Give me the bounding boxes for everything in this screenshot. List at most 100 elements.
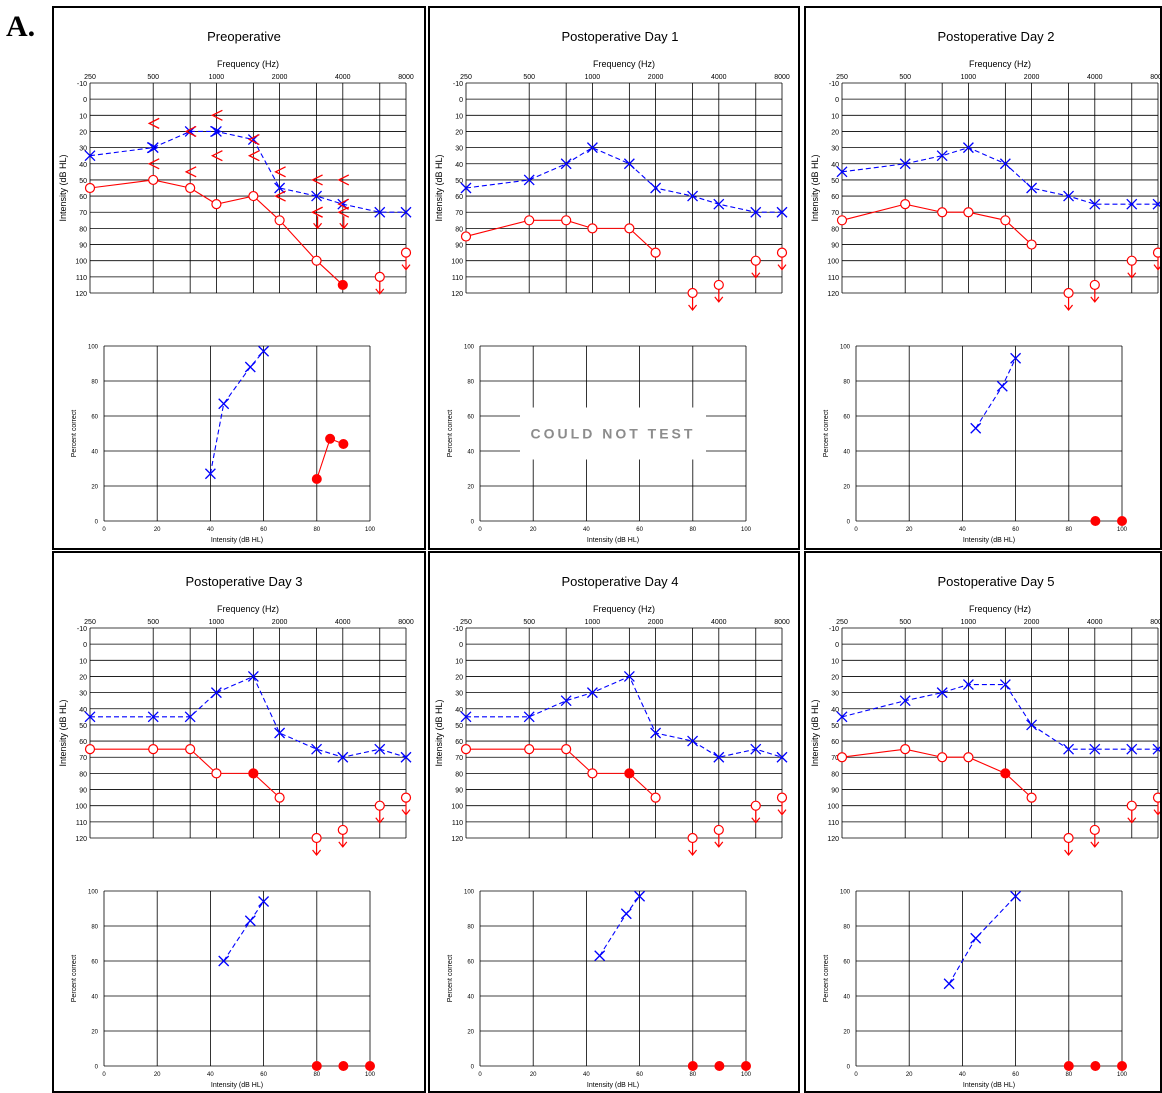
audiogram-point-o — [460, 231, 472, 242]
audiogram-point-o — [963, 207, 974, 218]
audiogram-y-tick: 120 — [451, 836, 463, 843]
audiogram-point-o — [624, 223, 635, 234]
audiogram-y-tick: 60 — [455, 194, 463, 201]
audiogram-y-tick: 20 — [455, 674, 463, 681]
audiogram-x-tick: 2000 — [272, 619, 288, 626]
audiogram-y-tick: 80 — [79, 771, 87, 778]
audiogram-y-tick: -10 — [453, 81, 463, 88]
audiogram-x-tick: 4000 — [1087, 619, 1103, 626]
audiogram-point-bone-left — [247, 133, 260, 146]
audiogram-point-no-response — [713, 824, 724, 848]
audiogram-point-bone-left — [147, 117, 160, 129]
speech-y-tick: 80 — [91, 380, 98, 386]
speech-chart: 0 20 40 60 80 100 0 20 40 60 80 100 Intensity (dB HL… — [823, 345, 1128, 545]
audiogram-line-left — [466, 748, 656, 799]
audiogram-point-x — [560, 158, 572, 170]
speech-point-x — [204, 468, 216, 480]
audiogram-point-no-response — [687, 832, 698, 856]
audiogram-point-x — [247, 671, 259, 682]
speech-y-tick: 20 — [843, 485, 850, 491]
speech-x-label: Intensity (dB HL) — [963, 537, 1015, 544]
audiogram-y-tick: 90 — [831, 788, 839, 795]
speech-y-tick: 80 — [843, 380, 850, 386]
speech-y-tick: 40 — [843, 995, 850, 1001]
audiogram-x-tick: 2000 — [648, 74, 664, 81]
speech-y-tick: 20 — [91, 485, 98, 491]
audiogram-y-tick: 110 — [828, 275, 839, 282]
audiogram-y-tick: 90 — [455, 243, 463, 250]
audiogram-y-tick: 0 — [83, 97, 87, 104]
speech-series-left — [1063, 1061, 1127, 1071]
audiogram-series-right-x — [836, 142, 1160, 210]
chart-svg: Postoperative Day 5 Frequency (Hz) Intensi… — [810, 574, 1160, 1089]
speech-x-tick: 80 — [313, 1072, 320, 1078]
audiogram-y-tick: 0 — [459, 642, 463, 649]
audiogram-y-tick: 50 — [455, 178, 463, 185]
audiogram-point-x — [311, 190, 323, 202]
panel-postop-day-5: Postoperative Day 5 Frequency (Hz) Intensi… — [804, 551, 1162, 1093]
audiogram-point-x — [936, 150, 948, 162]
audiogram-y-tick: 40 — [455, 162, 463, 169]
audiogram-point-x — [999, 158, 1011, 170]
speech-x-tick: 0 — [478, 1072, 482, 1078]
audiogram-y-tick: 70 — [79, 210, 87, 217]
speech-x-tick: 80 — [689, 527, 696, 533]
audiogram-point-o — [836, 752, 848, 763]
audiogram-y-tick: -10 — [77, 626, 87, 633]
audiogram-point-o — [460, 744, 472, 755]
audiogram-y-tick: 20 — [455, 129, 463, 136]
audiogram-point-x — [750, 206, 762, 218]
audiogram-y-tick: 0 — [459, 97, 463, 104]
audiogram-line-right — [841, 147, 1158, 205]
speech-x-label: Intensity (dB HL) — [211, 537, 263, 544]
speech-y-tick: 0 — [471, 520, 475, 526]
audiogram-point-no-response — [400, 247, 412, 271]
audiogram-y-tick: 80 — [455, 226, 463, 233]
audiogram-y-tick: 120 — [75, 836, 87, 843]
audiogram-point-x — [460, 711, 472, 723]
audiogram-point-no-response — [687, 287, 698, 311]
speech-point-dot — [1090, 516, 1101, 526]
speech-y-tick: 40 — [467, 995, 474, 1001]
audiogram-y-tick: 70 — [831, 210, 839, 217]
audiogram: Frequency (Hz) Intensity (dB HL) -10 0 10 20 3… — [58, 59, 414, 298]
audiogram-y-tick: 110 — [452, 820, 463, 827]
speech-y-tick: 60 — [467, 960, 474, 966]
speech-y-tick: 60 — [91, 415, 98, 421]
audiogram-y-tick: 50 — [455, 723, 463, 730]
audiogram-y-tick: 110 — [76, 275, 87, 282]
audiogram-y-tick: 10 — [831, 113, 839, 120]
audiogram-y-tick: 80 — [455, 771, 463, 778]
audiogram-point-bone-left — [147, 158, 160, 170]
audiogram-point-bone-left — [247, 150, 260, 162]
audiogram-point-no-response — [1152, 247, 1160, 271]
audiogram-x-tick: 250 — [84, 74, 96, 81]
audiogram-y-tick: 120 — [827, 836, 839, 843]
speech-y-tick: 60 — [91, 960, 98, 966]
audiogram-point-x — [184, 711, 196, 723]
audiogram-y-tick: 0 — [835, 642, 839, 649]
audiogram-series-left-< — [147, 150, 350, 186]
audiogram-point-bone-left — [311, 174, 323, 186]
speech-y-tick: 20 — [467, 1030, 474, 1036]
speech-line-right — [948, 895, 1016, 985]
speech-x-tick: 80 — [1065, 527, 1072, 533]
audiogram: Frequency (Hz) Intensity (dB HL) -10 0 10 20 3… — [434, 604, 790, 856]
speech-x-label: Intensity (dB HL) — [587, 537, 639, 544]
speech-series-right — [204, 345, 270, 480]
audiogram-point-o — [937, 207, 948, 218]
chart-svg: Postoperative Day 4 Frequency (Hz) Intensi… — [434, 574, 790, 1089]
audiogram-y-label: Intensity (dB HL) — [810, 699, 820, 766]
audiogram-point-o — [185, 744, 196, 755]
speech-x-tick: 100 — [1117, 1072, 1128, 1078]
speech-y-tick: 0 — [95, 520, 99, 526]
audiogram-point-no-response — [1126, 255, 1137, 279]
speech-y-label: Percent correct — [447, 955, 454, 1003]
audiogram-point-x — [586, 687, 598, 699]
audiogram-point-no-response — [337, 824, 348, 848]
speech-x-tick: 80 — [313, 527, 320, 533]
audiogram-y-tick: 50 — [831, 723, 839, 730]
audiogram-y-label: Intensity (dB HL) — [58, 699, 68, 766]
audiogram-y-tick: 80 — [831, 226, 839, 233]
audiogram-point-x — [274, 182, 286, 194]
